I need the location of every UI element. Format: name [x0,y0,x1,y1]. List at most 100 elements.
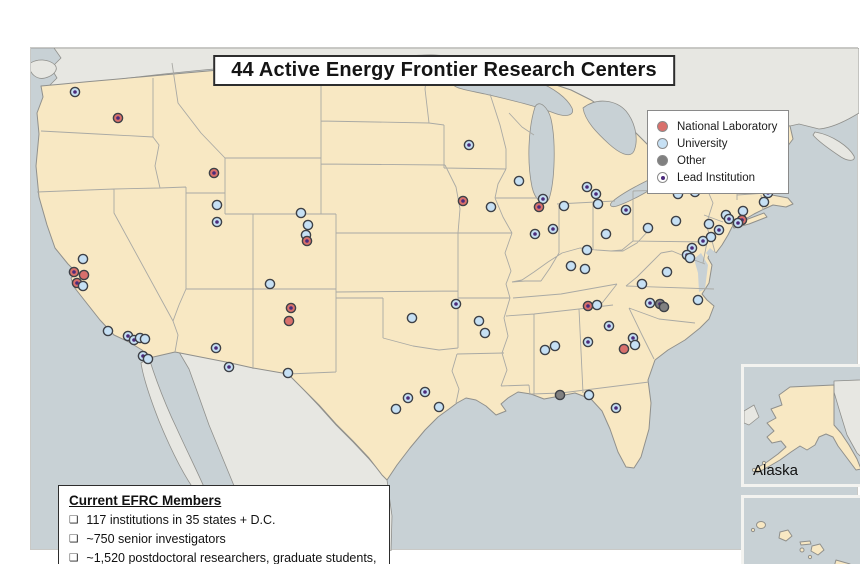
chesapeake-bay [694,253,708,292]
map-marker-university[interactable] [692,294,704,306]
alaska-label: Alaska [753,462,799,479]
hawaii-island [799,540,812,546]
map-marker-university[interactable] [629,339,641,351]
map-marker-national_laboratory-lead[interactable] [112,112,124,124]
lake-huron [582,100,637,156]
map-marker-university[interactable] [139,333,151,345]
university-marker-icon [657,138,668,149]
map-marker-university[interactable] [684,252,696,264]
square-bullet-icon: ❑ [69,552,79,564]
map-marker-university-lead[interactable] [211,216,223,228]
legend-item-other: Other [657,152,779,169]
map-marker-university[interactable] [282,367,294,379]
map-marker-university-lead[interactable] [697,235,709,247]
map-marker-university[interactable] [485,201,497,213]
us-map: 44 Active Energy Frontier Research Cente… [30,47,860,564]
map-marker-other[interactable] [658,301,670,313]
hawaii-island [799,547,805,553]
map-marker-university-lead[interactable] [402,392,414,404]
map-marker-university[interactable] [295,207,307,219]
delaware-bay [706,248,717,260]
legend-label-university: University [677,137,728,150]
map-marker-university-lead[interactable] [450,298,462,310]
map-marker-university-lead[interactable] [603,320,615,332]
map-marker-national_laboratory-lead[interactable] [68,266,80,278]
map-title-box: 44 Active Energy Frontier Research Cente… [213,55,675,86]
map-marker-national_laboratory[interactable] [618,343,630,355]
aleutian-island [751,467,757,473]
map-marker-university[interactable] [592,198,604,210]
map-marker-university[interactable] [661,266,673,278]
map-marker-university[interactable] [670,215,682,227]
map-marker-university[interactable] [513,175,525,187]
map-marker-university-lead[interactable] [620,204,632,216]
map-marker-university[interactable] [142,353,154,365]
russia-sliver [744,404,760,426]
map-marker-university-lead[interactable] [529,228,541,240]
map-marker-national_laboratory-lead[interactable] [582,300,594,312]
map-marker-national_laboratory[interactable] [283,315,295,327]
map-marker-university[interactable] [579,263,591,275]
map-marker-national_laboratory[interactable] [78,269,90,281]
map-marker-university[interactable] [591,299,603,311]
legend-item-university: University [657,135,779,152]
map-marker-university[interactable] [473,315,485,327]
map-marker-university[interactable] [479,327,491,339]
map-marker-university[interactable] [583,389,595,401]
map-marker-university-lead[interactable] [723,213,735,225]
map-marker-university[interactable] [642,222,654,234]
map-marker-university[interactable] [102,325,114,337]
map-marker-university-lead[interactable] [610,402,622,414]
list-item: ❑ 117 institutions in 35 states + D.C. [69,513,379,528]
map-marker-university[interactable] [302,219,314,231]
map-marker-university[interactable] [211,199,223,211]
map-marker-university[interactable] [77,253,89,265]
map-marker-university[interactable] [565,260,577,272]
map-marker-university[interactable] [77,280,89,292]
map-marker-university-lead[interactable] [69,86,81,98]
map-marker-university-lead[interactable] [547,223,559,235]
map-marker-university[interactable] [636,278,648,290]
map-marker-university[interactable] [600,228,612,240]
info-bullet-text: 117 institutions in 35 states + D.C. [86,513,276,527]
map-marker-university[interactable] [539,344,551,356]
map-marker-university-lead[interactable] [590,188,602,200]
map-marker-university[interactable] [433,401,445,413]
map-marker-university[interactable] [758,196,770,208]
map-marker-university-lead[interactable] [582,336,594,348]
map-marker-other[interactable] [554,389,566,401]
map-marker-university[interactable] [549,340,561,352]
legend-item-lead-institution: Lead Institution [657,169,779,186]
map-marker-university-lead[interactable] [463,139,475,151]
map-marker-university-lead[interactable] [732,217,744,229]
square-bullet-icon: ❑ [69,533,79,545]
alaska-inset-map [744,367,860,484]
map-marker-national_laboratory-lead[interactable] [208,167,220,179]
hawaii-island [750,527,756,533]
map-marker-university[interactable] [737,205,749,217]
map-title: 44 Active Energy Frontier Research Cente… [231,59,657,81]
hawaii-island [756,521,766,529]
legend-label-lead-institution: Lead Institution [677,171,756,184]
list-item: ❑ ~750 senior investigators [69,532,379,547]
hawaii-island [807,554,813,560]
map-marker-university[interactable] [264,278,276,290]
map-marker-university-lead[interactable] [223,361,235,373]
map-marker-university-lead[interactable] [713,224,725,236]
map-marker-national_laboratory-lead[interactable] [301,235,313,247]
map-marker-university-lead[interactable] [210,342,222,354]
map-marker-university[interactable] [390,403,402,415]
map-marker-university[interactable] [581,244,593,256]
map-marker-national_laboratory-lead[interactable] [533,201,545,213]
map-marker-university-lead[interactable] [419,386,431,398]
square-bullet-icon: ❑ [69,514,79,526]
map-marker-university[interactable] [558,200,570,212]
map-marker-university[interactable] [703,218,715,230]
map-marker-university-lead[interactable] [581,181,593,193]
map-marker-university-lead[interactable] [686,242,698,254]
map-marker-national_laboratory-lead[interactable] [285,302,297,314]
map-marker-university[interactable] [406,312,418,324]
map-marker-national_laboratory-lead[interactable] [457,195,469,207]
map-marker-university-lead[interactable] [644,297,656,309]
